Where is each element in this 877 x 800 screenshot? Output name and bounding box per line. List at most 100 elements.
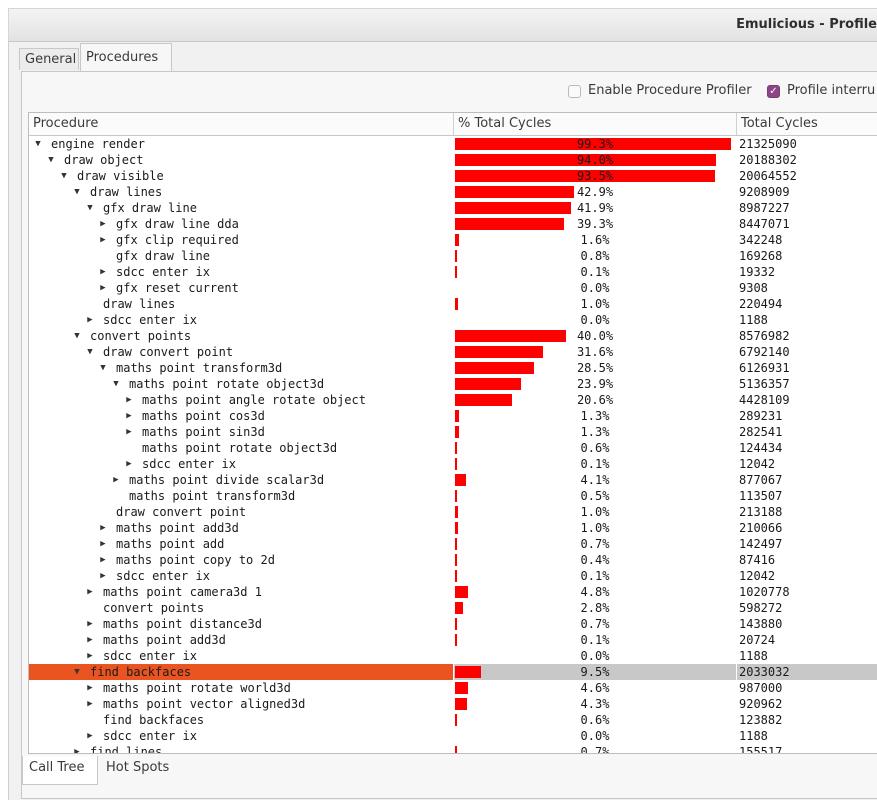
expand-down-icon[interactable]: ▼	[74, 187, 80, 197]
table-row[interactable]: draw convert point 1.0% 213188	[29, 504, 877, 520]
table-row[interactable]: ▶ maths point distance3d 0.7% 143880	[29, 616, 877, 632]
table-row[interactable]: ▶ sdcc enter ix 0.1% 12042	[29, 568, 877, 584]
profile-interrupts-checkbox[interactable]: ✓	[767, 85, 780, 98]
expand-right-icon[interactable]: ▶	[100, 539, 106, 549]
expand-right-icon[interactable]: ▶	[126, 411, 132, 421]
table-row[interactable]: ▶ maths point vector aligned3d 4.3% 920962	[29, 696, 877, 712]
procedure-cell[interactable]: ▶ maths point distance3d	[29, 616, 453, 632]
expand-right-icon[interactable]: ▶	[87, 635, 93, 645]
expand-down-icon[interactable]: ▼	[74, 667, 80, 677]
profile-interrupts-label[interactable]: Profile interru	[787, 83, 876, 98]
expand-right-icon[interactable]: ▶	[100, 571, 106, 581]
procedure-cell[interactable]: ▶ sdcc enter ix	[29, 728, 453, 744]
table-row[interactable]: ▶ maths point camera3d 1 4.8% 1020778	[29, 584, 877, 600]
table-row[interactable]: ▶ maths point copy to 2d 0.4% 87416	[29, 552, 877, 568]
column-header-pct-total-cycles[interactable]: % Total Cycles	[454, 113, 737, 135]
expand-right-icon[interactable]: ▶	[87, 315, 93, 325]
table-row[interactable]: ▶ gfx clip required 1.6% 342248	[29, 232, 877, 248]
expand-right-icon[interactable]: ▶	[100, 267, 106, 277]
expand-right-icon[interactable]: ▶	[113, 475, 119, 485]
table-row[interactable]: ▶ maths point divide scalar3d 4.1% 877067	[29, 472, 877, 488]
table-row[interactable]: ▶ maths point sin3d 1.3% 282541	[29, 424, 877, 440]
procedure-cell[interactable]: draw convert point	[29, 504, 453, 520]
expand-right-icon[interactable]: ▶	[87, 683, 93, 693]
enable-procedure-profiler-label[interactable]: Enable Procedure Profiler	[588, 83, 752, 98]
table-row[interactable]: ▼ gfx draw line 41.9% 8987227	[29, 200, 877, 216]
table-row[interactable]: ▶ sdcc enter ix 0.0% 1188	[29, 728, 877, 744]
table-row[interactable]: ▼ draw visible 93.5% 20064552	[29, 168, 877, 184]
table-row[interactable]: ▶ maths point add3d 1.0% 210066	[29, 520, 877, 536]
procedure-cell[interactable]: ▼ draw object	[29, 152, 453, 168]
table-row[interactable]: ▶ maths point add 0.7% 142497	[29, 536, 877, 552]
table-row[interactable]: ▶ sdcc enter ix 0.1% 12042	[29, 456, 877, 472]
procedure-cell[interactable]: maths point transform3d	[29, 488, 453, 504]
procedure-cell[interactable]: ▼ draw lines	[29, 184, 453, 200]
table-row[interactable]: ▶ maths point cos3d 1.3% 289231	[29, 408, 877, 424]
table-row[interactable]: ▶ find lines 0.7% 155517	[29, 744, 877, 754]
table-row[interactable]: ▶ gfx draw line dda 39.3% 8447071	[29, 216, 877, 232]
expand-down-icon[interactable]: ▼	[74, 331, 80, 341]
procedure-cell[interactable]: find backfaces	[29, 712, 453, 728]
procedure-cell[interactable]: ▶ maths point vector aligned3d	[29, 696, 453, 712]
expand-down-icon[interactable]: ▼	[61, 171, 67, 181]
column-header-total-cycles[interactable]: Total Cycles	[741, 116, 818, 131]
expand-down-icon[interactable]: ▼	[100, 363, 106, 373]
procedure-cell[interactable]: ▶ gfx draw line dda	[29, 216, 453, 232]
procedure-cell[interactable]: ▶ maths point rotate world3d	[29, 680, 453, 696]
procedure-cell[interactable]: ▶ maths point add	[29, 536, 453, 552]
expand-right-icon[interactable]: ▶	[87, 619, 93, 629]
procedure-cell[interactable]: ▶ sdcc enter ix	[29, 568, 453, 584]
expand-right-icon[interactable]: ▶	[87, 651, 93, 661]
procedure-cell[interactable]: ▶ gfx clip required	[29, 232, 453, 248]
table-row[interactable]: ▼ draw object 94.0% 20188302	[29, 152, 877, 168]
procedure-cell[interactable]: ▼ maths point transform3d	[29, 360, 453, 376]
procedure-cell[interactable]: ▶ sdcc enter ix	[29, 312, 453, 328]
table-row[interactable]: ▼ engine render 99.3% 21325090	[29, 136, 877, 152]
expand-down-icon[interactable]: ▼	[35, 139, 41, 149]
tab-hot-spots[interactable]: Hot Spots	[106, 760, 170, 775]
procedure-cell[interactable]: gfx draw line	[29, 248, 453, 264]
expand-right-icon[interactable]: ▶	[126, 395, 132, 405]
procedure-cell[interactable]: ▶ gfx reset current	[29, 280, 453, 296]
procedure-cell[interactable]: ▶ sdcc enter ix	[29, 264, 453, 280]
procedure-cell[interactable]: ▼ draw convert point	[29, 344, 453, 360]
table-row[interactable]: ▶ maths point add3d 0.1% 20724	[29, 632, 877, 648]
table-row[interactable]: ▼ draw lines 42.9% 9208909	[29, 184, 877, 200]
procedure-cell[interactable]: ▶ sdcc enter ix	[29, 648, 453, 664]
table-row[interactable]: gfx draw line 0.8% 169268	[29, 248, 877, 264]
procedure-cell[interactable]: ▶ maths point cos3d	[29, 408, 453, 424]
tab-procedures[interactable]: Procedures	[80, 43, 172, 72]
procedure-cell[interactable]: ▶ maths point copy to 2d	[29, 552, 453, 568]
table-row[interactable]: ▶ maths point angle rotate object 20.6% 442…	[29, 392, 877, 408]
procedure-cell[interactable]: ▶ find lines	[29, 744, 453, 754]
procedure-cell[interactable]: ▶ maths point divide scalar3d	[29, 472, 453, 488]
procedure-cell[interactable]: ▶ maths point add3d	[29, 520, 453, 536]
procedure-cell[interactable]: ▼ engine render	[29, 136, 453, 152]
procedure-cell[interactable]: maths point rotate object3d	[29, 440, 453, 456]
procedure-cell[interactable]: ▶ maths point angle rotate object	[29, 392, 453, 408]
expand-right-icon[interactable]: ▶	[100, 555, 106, 565]
expand-right-icon[interactable]: ▶	[87, 731, 93, 741]
expand-right-icon[interactable]: ▶	[100, 219, 106, 229]
table-row[interactable]: ▼ convert points 40.0% 8576982	[29, 328, 877, 344]
table-row[interactable]: ▼ draw convert point 31.6% 6792140	[29, 344, 877, 360]
table-row[interactable]: ▶ sdcc enter ix 0.1% 19332	[29, 264, 877, 280]
expand-right-icon[interactable]: ▶	[74, 747, 80, 754]
table-row[interactable]: ▼ maths point rotate object3d 23.9% 5136357	[29, 376, 877, 392]
procedure-cell[interactable]: ▼ find backfaces	[29, 664, 453, 680]
procedure-cell[interactable]: ▶ sdcc enter ix	[29, 456, 453, 472]
tab-call-tree[interactable]: Call Tree	[22, 756, 98, 785]
expand-right-icon[interactable]: ▶	[100, 235, 106, 245]
table-row[interactable]: ▶ gfx reset current 0.0% 9308	[29, 280, 877, 296]
procedure-cell[interactable]: ▶ maths point camera3d 1	[29, 584, 453, 600]
table-row[interactable]: maths point transform3d 0.5% 113507	[29, 488, 877, 504]
procedure-cell[interactable]: ▶ maths point sin3d	[29, 424, 453, 440]
table-row[interactable]: ▶ maths point rotate world3d 4.6% 987000	[29, 680, 877, 696]
enable-procedure-profiler-checkbox[interactable]	[568, 85, 581, 98]
table-row[interactable]: ▶ sdcc enter ix 0.0% 1188	[29, 312, 877, 328]
table-row[interactable]: ▼ maths point transform3d 28.5% 6126931	[29, 360, 877, 376]
table-row[interactable]: ▼ find backfaces 9.5% 2033032	[29, 664, 877, 680]
table-row[interactable]: ▶ sdcc enter ix 0.0% 1188	[29, 648, 877, 664]
expand-right-icon[interactable]: ▶	[100, 523, 106, 533]
table-row[interactable]: maths point rotate object3d 0.6% 124434	[29, 440, 877, 456]
